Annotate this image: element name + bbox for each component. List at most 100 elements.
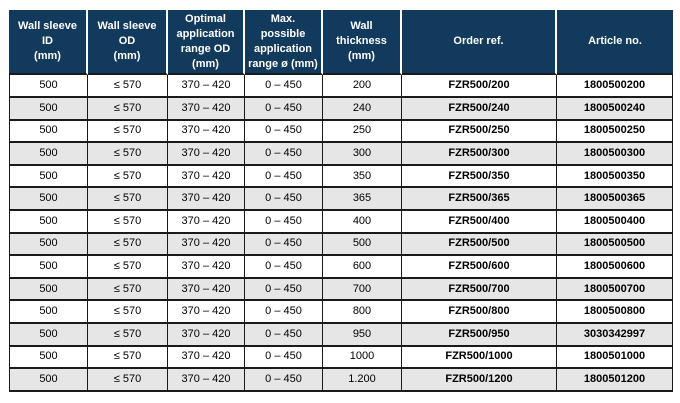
table-cell-wall_sleeve_id: 500 xyxy=(9,143,88,166)
table-cell-optimal_range_od: 370 – 420 xyxy=(168,278,245,302)
header-cell-wall_thickness: Wall thickness (mm) xyxy=(323,10,402,76)
product-table: Wall sleeve ID (mm) Wall sleeve OD (mm) Op… xyxy=(9,10,673,392)
table-cell-article_no: 1800500300 xyxy=(557,143,673,166)
table-cell-max_range: 0 – 450 xyxy=(245,301,323,325)
table-cell-wall_sleeve_id: 500 xyxy=(9,369,88,392)
table-cell-max_range: 0 – 450 xyxy=(245,97,323,121)
table-cell-order_ref: FZR500/200 xyxy=(402,75,557,98)
table-row: 500 ≤ 570 370 – 420 0 – 450 500 FZR500/500 180… xyxy=(9,233,673,257)
table-cell-wall_sleeve_id: 500 xyxy=(9,120,88,144)
table-row: 500 ≤ 570 370 – 420 0 – 450 200 FZR500/200 180… xyxy=(9,75,673,98)
table-cell-wall_sleeve_od: ≤ 570 xyxy=(88,233,168,257)
table-cell-optimal_range_od: 370 – 420 xyxy=(168,211,245,234)
table-cell-article_no: 1800500350 xyxy=(557,165,673,189)
table-cell-wall_thickness: 240 xyxy=(323,97,402,121)
header-row: Wall sleeve ID (mm) Wall sleeve OD (mm) Op… xyxy=(9,10,673,76)
table-cell-article_no: 1800500600 xyxy=(557,256,673,279)
table-cell-wall_sleeve_od: ≤ 570 xyxy=(88,165,168,189)
table-row: 500 ≤ 570 370 – 420 0 – 450 1.200 FZR500/1200… xyxy=(9,369,673,392)
table-cell-article_no: 1800500240 xyxy=(557,97,673,121)
table-cell-article_no: 1800500400 xyxy=(557,211,673,234)
table-cell-order_ref: FZR500/1200 xyxy=(402,369,557,392)
table-header: Wall sleeve ID (mm) Wall sleeve OD (mm) Op… xyxy=(9,10,673,76)
table-cell-max_range: 0 – 450 xyxy=(245,369,323,392)
table-cell-optimal_range_od: 370 – 420 xyxy=(168,165,245,189)
table-cell-wall_sleeve_od: ≤ 570 xyxy=(88,188,168,212)
table-cell-wall_thickness: 250 xyxy=(323,120,402,144)
table-cell-wall_sleeve_od: ≤ 570 xyxy=(88,211,168,234)
table-cell-wall_thickness: 400 xyxy=(323,211,402,234)
header-cell-optimal_range_od: Optimal application range OD (mm) xyxy=(168,10,245,76)
table-cell-wall_thickness: 200 xyxy=(323,75,402,98)
table-cell-max_range: 0 – 450 xyxy=(245,188,323,212)
table-row: 500 ≤ 570 370 – 420 0 – 450 250 FZR500/250 180… xyxy=(9,120,673,144)
table-cell-optimal_range_od: 370 – 420 xyxy=(168,75,245,98)
table-cell-wall_sleeve_id: 500 xyxy=(9,211,88,234)
table-cell-article_no: 1800500200 xyxy=(557,75,673,98)
table-cell-order_ref: FZR500/240 xyxy=(402,97,557,121)
table-cell-order_ref: FZR500/365 xyxy=(402,188,557,212)
table-cell-article_no: 1800501200 xyxy=(557,369,673,392)
table-cell-wall_sleeve_id: 500 xyxy=(9,97,88,121)
table-cell-wall_sleeve_od: ≤ 570 xyxy=(88,97,168,121)
table-cell-order_ref: FZR500/800 xyxy=(402,301,557,325)
table-cell-wall_sleeve_od: ≤ 570 xyxy=(88,324,168,347)
table-cell-wall_sleeve_od: ≤ 570 xyxy=(88,301,168,325)
table-cell-wall_sleeve_od: ≤ 570 xyxy=(88,143,168,166)
table-cell-article_no: 1800500500 xyxy=(557,233,673,257)
table-cell-wall_sleeve_od: ≤ 570 xyxy=(88,256,168,279)
table-cell-max_range: 0 – 450 xyxy=(245,324,323,347)
table-cell-wall_sleeve_od: ≤ 570 xyxy=(88,278,168,302)
table-cell-order_ref: FZR500/350 xyxy=(402,165,557,189)
header-cell-wall_sleeve_id: Wall sleeve ID (mm) xyxy=(9,10,88,76)
header-cell-order_ref: Order ref. xyxy=(402,10,557,76)
table-cell-wall_sleeve_id: 500 xyxy=(9,75,88,98)
table-row: 500 ≤ 570 370 – 420 0 – 450 800 FZR500/800 180… xyxy=(9,301,673,325)
table-cell-order_ref: FZR500/300 xyxy=(402,143,557,166)
table-cell-max_range: 0 – 450 xyxy=(245,165,323,189)
table-cell-optimal_range_od: 370 – 420 xyxy=(168,120,245,144)
table-cell-order_ref: FZR500/500 xyxy=(402,233,557,257)
table-row: 500 ≤ 570 370 – 420 0 – 450 300 FZR500/300 180… xyxy=(9,143,673,166)
header-cell-wall_sleeve_od: Wall sleeve OD (mm) xyxy=(88,10,168,76)
table-cell-order_ref: FZR500/700 xyxy=(402,278,557,302)
table-cell-wall_sleeve_id: 500 xyxy=(9,165,88,189)
table-cell-wall_thickness: 600 xyxy=(323,256,402,279)
header-cell-max_range: Max. possible application range ø (mm) xyxy=(245,10,323,76)
table-cell-article_no: 1800500250 xyxy=(557,120,673,144)
table-row: 500 ≤ 570 370 – 420 0 – 450 700 FZR500/700 180… xyxy=(9,278,673,302)
table-cell-wall_sleeve_id: 500 xyxy=(9,278,88,302)
table-cell-wall_sleeve_od: ≤ 570 xyxy=(88,120,168,144)
table-row: 500 ≤ 570 370 – 420 0 – 450 350 FZR500/350 180… xyxy=(9,165,673,189)
table-cell-article_no: 3030342997 xyxy=(557,324,673,347)
table-cell-max_range: 0 – 450 xyxy=(245,211,323,234)
table-cell-wall_thickness: 350 xyxy=(323,165,402,189)
table-cell-wall_sleeve_id: 500 xyxy=(9,324,88,347)
table-cell-wall_sleeve_id: 500 xyxy=(9,256,88,279)
table-cell-optimal_range_od: 370 – 420 xyxy=(168,143,245,166)
table-cell-article_no: 1800500700 xyxy=(557,278,673,302)
table-row: 500 ≤ 570 370 – 420 0 – 450 1000 FZR500/1000 1… xyxy=(9,346,673,370)
table-row: 500 ≤ 570 370 – 420 0 – 450 950 FZR500/950 303… xyxy=(9,324,673,347)
table-cell-max_range: 0 – 450 xyxy=(245,75,323,98)
table-row: 500 ≤ 570 370 – 420 0 – 450 400 FZR500/400 180… xyxy=(9,211,673,234)
table-cell-optimal_range_od: 370 – 420 xyxy=(168,256,245,279)
table-cell-optimal_range_od: 370 – 420 xyxy=(168,97,245,121)
table-row: 500 ≤ 570 370 – 420 0 – 450 365 FZR500/365 180… xyxy=(9,188,673,212)
table-cell-order_ref: FZR500/1000 xyxy=(402,346,557,370)
table-cell-max_range: 0 – 450 xyxy=(245,233,323,257)
table-cell-order_ref: FZR500/600 xyxy=(402,256,557,279)
table-cell-article_no: 1800500800 xyxy=(557,301,673,325)
table-cell-wall_sleeve_id: 500 xyxy=(9,346,88,370)
table-cell-wall_sleeve_od: ≤ 570 xyxy=(88,75,168,98)
table-cell-wall_thickness: 1000 xyxy=(323,346,402,370)
table-cell-order_ref: FZR500/950 xyxy=(402,324,557,347)
table-cell-optimal_range_od: 370 – 420 xyxy=(168,233,245,257)
table-cell-wall_sleeve_id: 500 xyxy=(9,188,88,212)
table-cell-wall_thickness: 700 xyxy=(323,278,402,302)
table-cell-order_ref: FZR500/250 xyxy=(402,120,557,144)
table-cell-optimal_range_od: 370 – 420 xyxy=(168,301,245,325)
table-cell-wall_thickness: 365 xyxy=(323,188,402,212)
header-cell-article_no: Article no. xyxy=(557,10,673,76)
table-cell-max_range: 0 – 450 xyxy=(245,143,323,166)
